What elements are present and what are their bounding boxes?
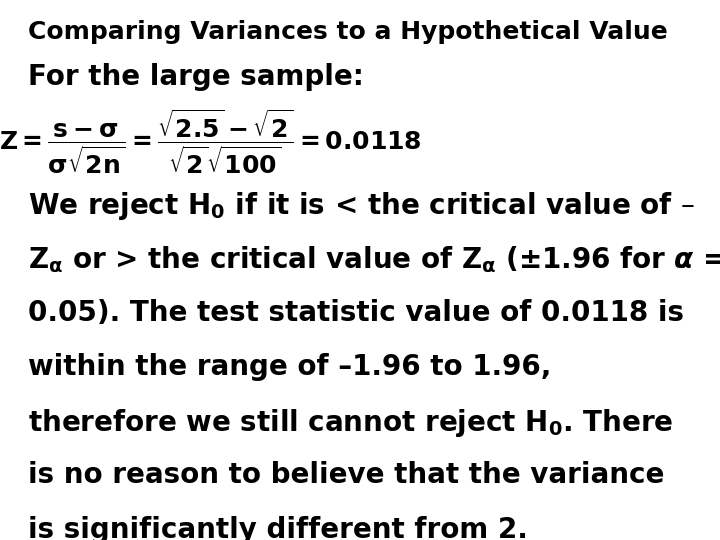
Text: Comparing Variances to a Hypothetical Value: Comparing Variances to a Hypothetical Va…: [29, 21, 668, 44]
Text: within the range of –1.96 to 1.96,: within the range of –1.96 to 1.96,: [29, 353, 552, 381]
Text: 0.05). The test statistic value of 0.0118 is: 0.05). The test statistic value of 0.011…: [29, 299, 685, 327]
Text: $\mathbf{Z = \dfrac{s-\sigma}{\sigma\sqrt{2n}} = \dfrac{\sqrt{2.5}-\sqrt{2}}{\sq: $\mathbf{Z = \dfrac{s-\sigma}{\sigma\sqr…: [0, 107, 422, 177]
Text: therefore we still cannot reject $\mathbf{H_0}$. There: therefore we still cannot reject $\mathb…: [29, 407, 674, 439]
Text: For the large sample:: For the large sample:: [29, 63, 364, 91]
Text: We reject $\mathbf{H_0}$ if it is < the critical value of –: We reject $\mathbf{H_0}$ if it is < the …: [29, 190, 696, 222]
Text: is no reason to believe that the variance: is no reason to believe that the varianc…: [29, 461, 665, 489]
Text: $\mathbf{Z_\alpha}$ or > the critical value of $\mathbf{Z_\alpha}$ (±1.96 for $\: $\mathbf{Z_\alpha}$ or > the critical va…: [29, 245, 720, 275]
Text: is significantly different from 2.: is significantly different from 2.: [29, 516, 528, 540]
